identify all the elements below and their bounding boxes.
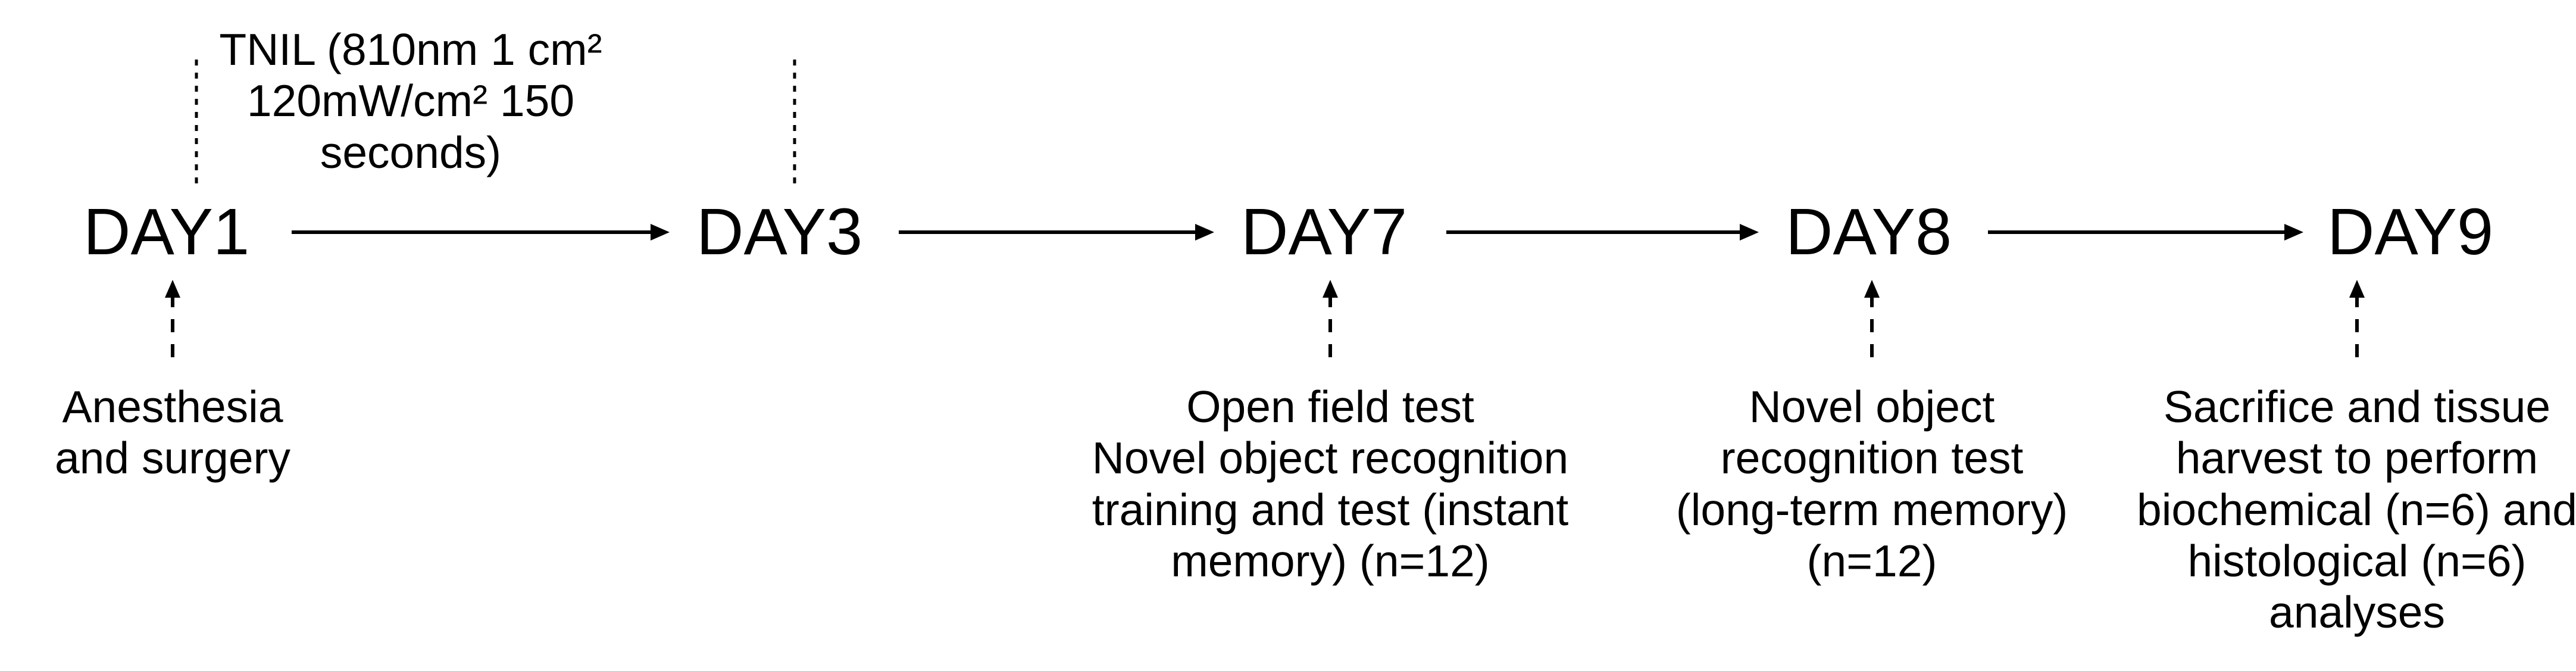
tnil-annotation: TNIL (810nm 1 cm² 120mW/cm² 150 seconds) (0, 24, 821, 178)
tnil-line-1: TNIL (810nm 1 cm² (219, 24, 602, 74)
tnil-line-3: seconds) (320, 127, 501, 177)
day3-label: DAY3 (696, 199, 862, 265)
callout-recognition-test: Novel object recognition test (long-term… (1634, 381, 2110, 586)
day8-label: DAY8 (1786, 199, 1952, 265)
day1-label: DAY1 (83, 199, 249, 265)
callout-sacrifice: Sacrifice and tissue harvest to perform … (2119, 381, 2576, 638)
callout-open-field: Open field test Novel object recognition… (1059, 381, 1601, 586)
tnil-line-2: 120mW/cm² 150 (247, 76, 574, 126)
timeline-diagram: TNIL (810nm 1 cm² 120mW/cm² 150 seconds)… (0, 0, 2576, 671)
callout-anesthesia: Anesthesia and surgery (24, 381, 321, 484)
day7-label: DAY7 (1241, 199, 1407, 265)
day9-label: DAY9 (2327, 199, 2493, 265)
